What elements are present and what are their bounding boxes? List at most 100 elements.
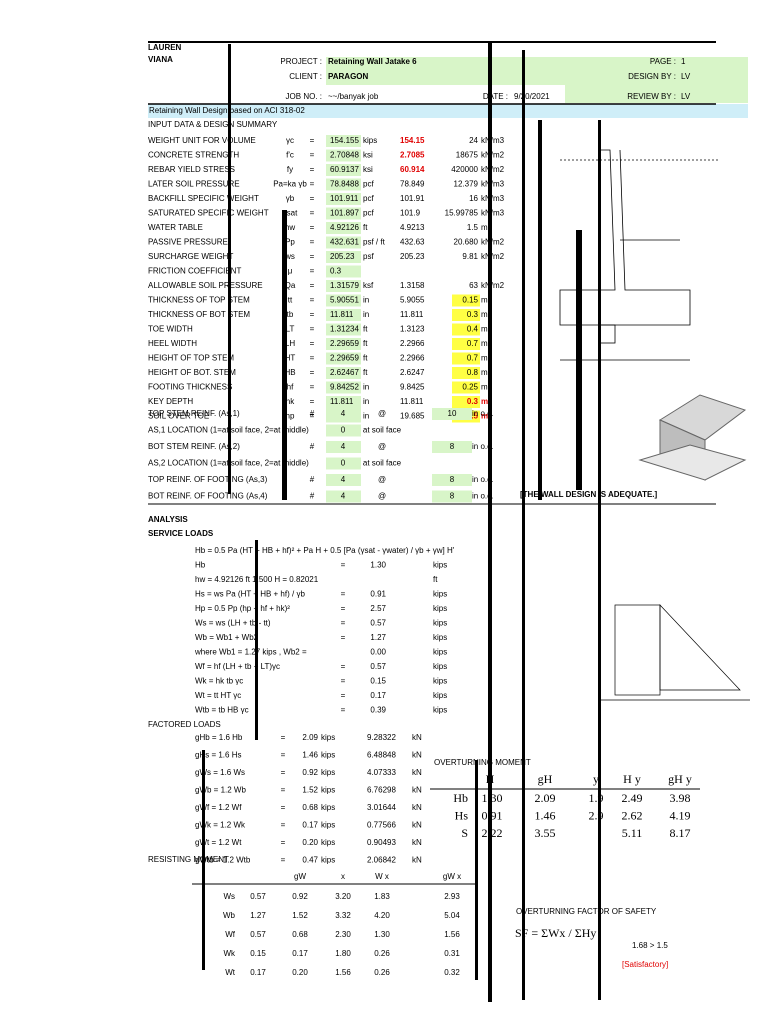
cell: Wf = hf (LH + tb + LT)γc bbox=[195, 662, 280, 671]
cell: 0.5 bbox=[467, 412, 479, 421]
cell: PASSIVE PRESSURE bbox=[148, 238, 228, 247]
cell: kips bbox=[433, 590, 447, 599]
cell: # bbox=[310, 492, 315, 501]
cell: S bbox=[461, 826, 468, 840]
cell: ws bbox=[284, 252, 295, 261]
cell: 6.76298 bbox=[367, 786, 396, 795]
value: LV bbox=[681, 92, 691, 101]
cell: 6.48848 bbox=[367, 751, 396, 760]
cell: Wt bbox=[225, 968, 236, 977]
cell: 0.68 bbox=[302, 803, 318, 812]
cell: m bbox=[481, 383, 488, 392]
cell: hw = 4.92126 ft 1.500 H = 0.82021 bbox=[195, 575, 319, 584]
cell: REBAR YIELD STRESS bbox=[148, 165, 235, 174]
cell: 1.5 bbox=[467, 223, 479, 232]
cell: f'c bbox=[286, 151, 294, 160]
cell: 2.6247 bbox=[400, 368, 425, 377]
cell: Wb = Wb1 + Wb2 bbox=[195, 633, 259, 642]
cell: 9.8425 bbox=[400, 383, 425, 392]
cell: kips bbox=[321, 821, 335, 830]
cell: kips bbox=[433, 604, 447, 613]
cell: in bbox=[363, 296, 369, 305]
cell: 5.90551 bbox=[330, 296, 359, 305]
cell: kips bbox=[433, 662, 447, 671]
cell: 2.29659 bbox=[330, 339, 359, 348]
cell: 2.06842 bbox=[367, 856, 396, 865]
cell: 0.00 bbox=[370, 648, 386, 657]
cell: m bbox=[481, 412, 488, 421]
cell: # bbox=[310, 409, 315, 418]
cell: SOIL OVER TOE bbox=[148, 412, 209, 421]
cell: THICKNESS OF BOT STEM bbox=[148, 310, 250, 319]
cell: gWk = 1.2 Wk bbox=[195, 821, 246, 830]
cell-fill bbox=[326, 135, 361, 147]
cell: = bbox=[310, 165, 315, 174]
col-head: gW x bbox=[443, 872, 461, 881]
cell: 4.07333 bbox=[367, 768, 396, 777]
cell: LH bbox=[285, 339, 295, 348]
cell: Pa=ka γb bbox=[273, 180, 307, 189]
cell: Wk = hk tb γc bbox=[195, 677, 243, 686]
cell-fill bbox=[452, 381, 480, 394]
cell-fill bbox=[432, 490, 472, 503]
cell: kips bbox=[433, 619, 447, 628]
cell: kN bbox=[412, 838, 422, 847]
col-head: gW bbox=[294, 872, 306, 881]
cell: in bbox=[363, 383, 369, 392]
cell-fill bbox=[326, 236, 361, 249]
cell: in o.c. bbox=[472, 409, 493, 418]
cell: gWf = 1.2 Wf bbox=[195, 803, 242, 812]
cell: Hb bbox=[195, 561, 206, 570]
cell: KEY DEPTH bbox=[148, 397, 193, 406]
cell: pcf bbox=[363, 194, 374, 203]
cell: 1.30 bbox=[482, 791, 503, 805]
cell: kN/m3 bbox=[481, 194, 505, 203]
cell: Wk bbox=[223, 949, 236, 958]
title-fill bbox=[148, 104, 748, 118]
cell: 0.3 bbox=[467, 310, 479, 319]
cell: 16 bbox=[469, 194, 478, 203]
cell: kN bbox=[412, 751, 422, 760]
cell: Wf bbox=[225, 930, 236, 939]
cell: 0.90493 bbox=[367, 838, 396, 847]
cell: 2.22 bbox=[482, 826, 503, 840]
cell: = bbox=[310, 209, 315, 218]
cell: pcf bbox=[363, 209, 374, 218]
cell: 4.20 bbox=[374, 911, 390, 920]
cell: 432.631 bbox=[330, 238, 359, 247]
cell: kips bbox=[321, 856, 335, 865]
cell: 1.3158 bbox=[400, 281, 425, 290]
cell: 0.68 bbox=[292, 930, 308, 939]
col-head: H bbox=[486, 772, 495, 786]
cell: = bbox=[310, 223, 315, 232]
cell: 2.7085 bbox=[400, 151, 425, 160]
cell: = bbox=[341, 561, 346, 570]
cell: m bbox=[481, 296, 488, 305]
cell-fill bbox=[432, 474, 472, 486]
cell: # bbox=[310, 442, 315, 451]
cell: = bbox=[310, 238, 315, 247]
cell: ALLOWABLE SOIL PRESSURE bbox=[148, 281, 263, 290]
cell: 1.80 bbox=[335, 949, 351, 958]
cell: in bbox=[363, 397, 369, 406]
cell: gWt = 1.2 Wt bbox=[195, 838, 242, 847]
cell: LATER SOIL PRESSURE bbox=[148, 180, 240, 189]
cell-fill bbox=[326, 338, 361, 350]
cell: 2.57 bbox=[370, 604, 386, 613]
cell: ksi bbox=[363, 165, 373, 174]
cell: Hb = 0.5 Pa (HT + HB + hf)² + Pa H + 0.5… bbox=[195, 546, 455, 555]
cell: 1.31579 bbox=[330, 281, 359, 290]
cell: 432.63 bbox=[400, 238, 425, 247]
cell: 9.81 bbox=[462, 252, 478, 261]
section-title: OVERTURNING FACTOR OF SAFETY bbox=[516, 907, 657, 916]
cell-fill bbox=[326, 309, 361, 321]
cell-fill bbox=[326, 396, 361, 408]
cell-fill bbox=[326, 280, 361, 292]
cell: 60.9137 bbox=[330, 165, 359, 174]
cell: tt bbox=[288, 296, 293, 305]
section-title: INPUT DATA & DESIGN SUMMARY bbox=[148, 120, 278, 129]
cell: kN/m3 bbox=[481, 209, 505, 218]
cell: = bbox=[341, 590, 346, 599]
cell-fill bbox=[326, 381, 361, 394]
